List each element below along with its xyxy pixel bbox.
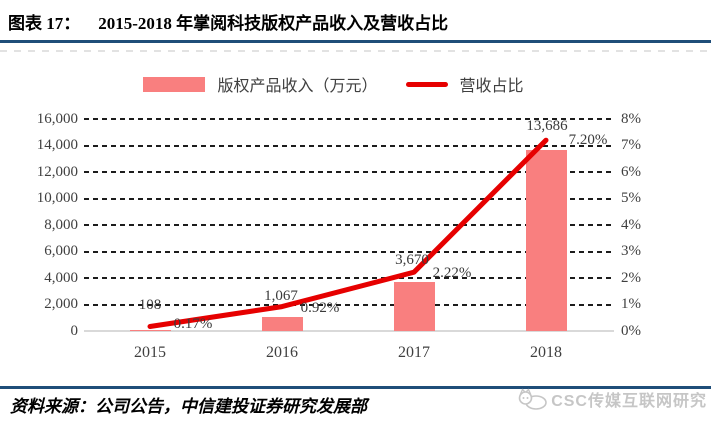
watermark: CSC传媒互联网研究 (517, 387, 707, 411)
legend-line-swatch-icon (405, 81, 448, 87)
line-value-label: 2.22% (432, 265, 472, 281)
left-axis-tick: 6,000 (44, 243, 78, 259)
gridline (84, 250, 614, 253)
bar-value-label: 3,670 (395, 252, 429, 268)
line-value-label: 0.17% (173, 316, 213, 332)
legend-bar-swatch-icon (143, 76, 206, 92)
chart-legend: 版权产品收入（万元） 营收占比 (0, 72, 689, 96)
left-axis-tick: 2,000 (44, 296, 78, 312)
source-note: 资料来源：公司公告，中信建投证券研究发展部 (10, 397, 367, 416)
decorative-dashed-line (0, 50, 711, 52)
x-axis-label-2015: 2015 (134, 344, 166, 361)
bar-2016 (261, 316, 303, 331)
gridline (84, 118, 614, 120)
gridline (84, 303, 614, 306)
x-axis-label-2016: 2016 (266, 344, 298, 361)
bar-2018 (525, 149, 567, 331)
right-axis-tick: 4% (621, 217, 641, 233)
figure-label: 图表 17： (8, 14, 81, 33)
plot-area (84, 118, 614, 332)
line-value-label: 7.20% (568, 132, 608, 148)
right-axis-tick: 6% (621, 164, 641, 180)
watermark-text: CSC传媒互联网研究 (551, 393, 707, 410)
cat-logo-icon (518, 388, 548, 410)
gridline (84, 197, 614, 200)
legend-bar-label: 版权产品收入（万元） (217, 78, 378, 95)
left-axis-tick: 0 (70, 323, 79, 339)
right-axis-tick: 2% (621, 270, 641, 286)
left-axis-tick: 8,000 (44, 217, 78, 233)
right-axis-tick: 5% (621, 190, 641, 206)
gridline (84, 224, 614, 226)
bar-value-label: 108 (138, 297, 162, 313)
revenue-share-line (147, 137, 549, 329)
bar-value-label: 1,067 (264, 288, 298, 304)
x-axis-label-2017: 2017 (398, 344, 430, 361)
left-axis-tick: 16,000 (36, 111, 78, 127)
left-axis-tick: 12,000 (36, 164, 78, 180)
right-axis-tick: 8% (621, 111, 641, 127)
zero-axis-line (84, 330, 614, 332)
gridline (84, 144, 614, 147)
left-axis-tick: 10,000 (36, 190, 78, 206)
line-value-label: 0.92% (300, 300, 340, 316)
left-axis-tick: 4,000 (44, 270, 78, 286)
right-axis-tick: 0% (621, 323, 641, 339)
gridline (84, 171, 614, 173)
gridline (84, 277, 614, 279)
x-axis-label-2018: 2018 (530, 344, 562, 361)
right-axis-tick: 1% (621, 296, 641, 312)
bar-2017 (393, 282, 435, 331)
bar-value-label: 13,686 (526, 118, 568, 134)
right-axis-tick: 7% (621, 137, 641, 153)
title-divider (0, 40, 711, 43)
figure-title-text: 2015-2018 年掌阅科技版权产品收入及营收占比 (98, 14, 449, 33)
footer-divider (0, 386, 711, 389)
left-axis-tick: 14,000 (36, 137, 78, 153)
legend-line-label: 营收占比 (459, 78, 524, 95)
right-axis-tick: 3% (621, 243, 641, 259)
bar-2015 (129, 329, 171, 331)
figure-title: 图表 17： 2015-2018 年掌阅科技版权产品收入及营收占比 (8, 9, 448, 34)
